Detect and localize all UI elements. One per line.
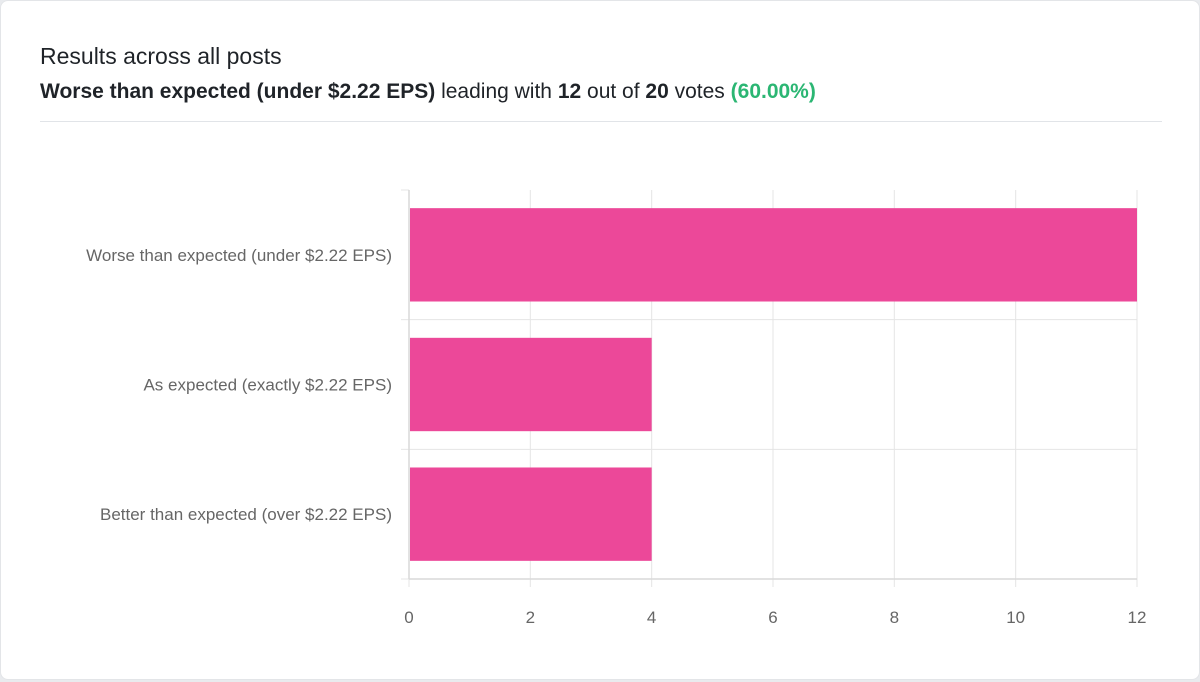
results-summary: Worse than expected (under $2.22 EPS) le… bbox=[40, 80, 816, 104]
category-label-1: As expected (exactly $2.22 EPS) bbox=[143, 376, 392, 395]
leader-percent: (60.00%) bbox=[730, 80, 816, 103]
x-tick-label-3: 6 bbox=[768, 608, 777, 627]
x-tick-label-4: 8 bbox=[890, 608, 899, 627]
leader-option-label: Worse than expected (under $2.22 EPS) bbox=[40, 80, 436, 103]
x-tick-label-5: 10 bbox=[1006, 608, 1025, 627]
x-tick-label-0: 0 bbox=[404, 608, 413, 627]
bar-1 bbox=[410, 337, 652, 432]
x-tick-label-1: 2 bbox=[526, 608, 535, 627]
votes-text: votes bbox=[668, 80, 731, 103]
x-tick-label-2: 4 bbox=[647, 608, 656, 627]
category-label-2: Better than expected (over $2.22 EPS) bbox=[100, 505, 392, 524]
category-label-0: Worse than expected (under $2.22 EPS) bbox=[86, 246, 392, 265]
leading-with-text: leading with bbox=[435, 80, 558, 103]
out-of-text: out of bbox=[581, 80, 646, 103]
header-divider bbox=[40, 121, 1162, 122]
bar-2 bbox=[410, 467, 652, 561]
total-votes: 20 bbox=[645, 80, 669, 103]
results-title: Results across all posts bbox=[40, 43, 282, 69]
bar-0 bbox=[410, 208, 1137, 302]
leader-votes: 12 bbox=[557, 80, 582, 103]
x-tick-label-6: 12 bbox=[1128, 608, 1147, 627]
